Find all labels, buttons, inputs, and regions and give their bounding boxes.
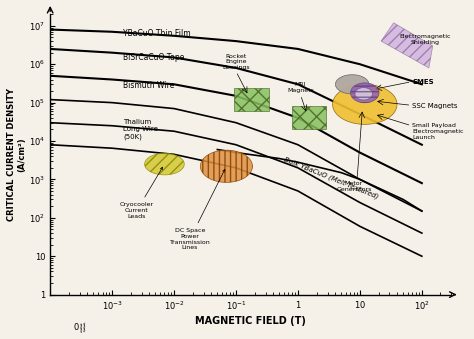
Polygon shape bbox=[355, 87, 373, 100]
Text: MRI
Magnets: MRI Magnets bbox=[287, 82, 314, 93]
Polygon shape bbox=[336, 75, 369, 94]
Text: DC Space
Power
Transmission
Lines: DC Space Power Transmission Lines bbox=[170, 170, 225, 251]
Polygon shape bbox=[381, 23, 433, 68]
Text: Motor
Generators: Motor Generators bbox=[336, 181, 372, 192]
Text: Cryocooler
Current
Leads: Cryocooler Current Leads bbox=[120, 167, 163, 219]
Polygon shape bbox=[235, 88, 269, 111]
Polygon shape bbox=[351, 83, 379, 103]
Text: //: // bbox=[79, 323, 88, 334]
Polygon shape bbox=[333, 84, 397, 124]
Polygon shape bbox=[201, 150, 253, 182]
Text: Thalium
Long Wire
(50K): Thalium Long Wire (50K) bbox=[123, 119, 158, 140]
Text: YBaCuO Thin Film: YBaCuO Thin Film bbox=[123, 28, 191, 38]
Polygon shape bbox=[145, 153, 184, 175]
Text: SMES: SMES bbox=[412, 79, 434, 85]
Text: 0: 0 bbox=[73, 323, 79, 332]
Text: BiSrCaCuO Tape: BiSrCaCuO Tape bbox=[123, 53, 184, 62]
X-axis label: MAGNETIC FIELD (T): MAGNETIC FIELD (T) bbox=[195, 316, 306, 326]
Text: Bismuth Wire: Bismuth Wire bbox=[123, 81, 174, 90]
Text: Rocket
Engine
Bearings: Rocket Engine Bearings bbox=[222, 54, 250, 70]
Polygon shape bbox=[292, 106, 326, 129]
Text: SSC Magnets: SSC Magnets bbox=[412, 103, 458, 109]
Text: Bulk YBaCuO (Melt Textured): Bulk YBaCuO (Melt Textured) bbox=[283, 156, 380, 200]
Text: Small Payload
Electromagnetic
Launch: Small Payload Electromagnetic Launch bbox=[412, 123, 464, 140]
Y-axis label: CRITICAL CURRENT DENSITY
(A/cm²): CRITICAL CURRENT DENSITY (A/cm²) bbox=[7, 88, 27, 221]
Text: Electromagnetic
Shielding: Electromagnetic Shielding bbox=[400, 34, 451, 44]
